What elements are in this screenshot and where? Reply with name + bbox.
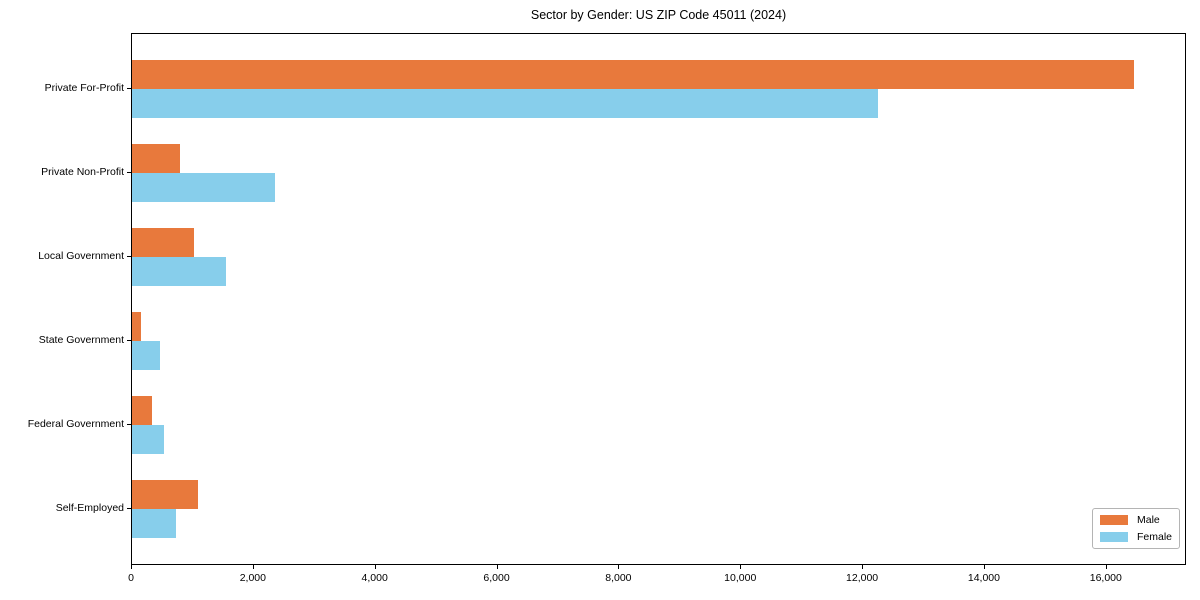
y-axis-category-label-private-non-profit: Private Non-Profit [41, 166, 124, 178]
y-axis-tick [127, 256, 131, 257]
bar-male-local-government [132, 228, 195, 257]
legend-label-female: Female [1137, 531, 1173, 543]
x-axis-tick [496, 565, 498, 569]
x-axis-tick-label: 2,000 [239, 572, 266, 584]
legend-swatch-female [1100, 532, 1128, 542]
x-axis-tick [252, 565, 254, 569]
bar-female-federal-government [132, 425, 165, 454]
y-axis-tick [127, 340, 131, 341]
bar-male-state-government [132, 312, 141, 341]
bar-male-private-non-profit [132, 144, 180, 173]
x-axis-tick-label: 4,000 [361, 572, 388, 584]
legend-entry-female: Female [1100, 531, 1172, 543]
chart-title: Sector by Gender: US ZIP Code 45011 (202… [530, 8, 787, 22]
bar-female-private-non-profit [132, 173, 276, 202]
legend-label-male: Male [1137, 514, 1160, 526]
y-axis-tick [127, 88, 131, 89]
x-axis-tick [862, 565, 864, 569]
x-axis-tick-label: 10,000 [724, 572, 757, 584]
legend: Male Female [1092, 508, 1180, 549]
y-axis-category-label-state-government: State Government [38, 334, 124, 346]
y-axis-category-label-self-employed: Self-Employed [55, 502, 124, 514]
x-axis-tick-label: 12,000 [846, 572, 879, 584]
bar-male-self-employed [132, 480, 199, 509]
legend-entry-male: Male [1100, 514, 1172, 526]
x-axis-tick [618, 565, 620, 569]
y-axis-category-label-private-for-profit: Private For-Profit [44, 82, 124, 94]
y-axis-tick [127, 508, 131, 509]
bar-male-federal-government [132, 396, 153, 425]
bar-female-local-government [132, 257, 227, 286]
y-axis-category-label-federal-government: Federal Government [27, 418, 124, 430]
x-axis-tick [374, 565, 376, 569]
plot-area [131, 33, 1186, 565]
x-axis-tick [1105, 565, 1107, 569]
y-axis-tick [127, 172, 131, 173]
x-axis-tick-label: 6,000 [483, 572, 510, 584]
bar-female-private-for-profit [132, 89, 879, 118]
legend-swatch-male [1100, 515, 1128, 525]
x-axis-tick [131, 565, 132, 569]
y-axis-category-label-local-government: Local Government [38, 250, 124, 262]
bar-male-private-for-profit [132, 60, 1135, 89]
y-axis-tick [127, 424, 131, 425]
bar-female-state-government [132, 341, 161, 370]
x-axis-tick-label: 0 [128, 572, 134, 584]
x-axis-tick [983, 565, 985, 569]
x-axis-tick-label: 14,000 [967, 572, 1000, 584]
x-axis-tick [740, 565, 742, 569]
x-axis-tick-label: 8,000 [605, 572, 632, 584]
x-axis-tick-label: 16,000 [1089, 572, 1122, 584]
bar-female-self-employed [132, 509, 177, 538]
